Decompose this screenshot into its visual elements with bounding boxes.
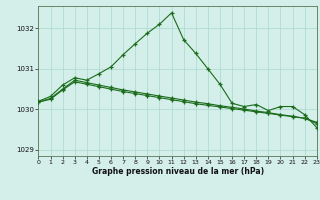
X-axis label: Graphe pression niveau de la mer (hPa): Graphe pression niveau de la mer (hPa) (92, 167, 264, 176)
